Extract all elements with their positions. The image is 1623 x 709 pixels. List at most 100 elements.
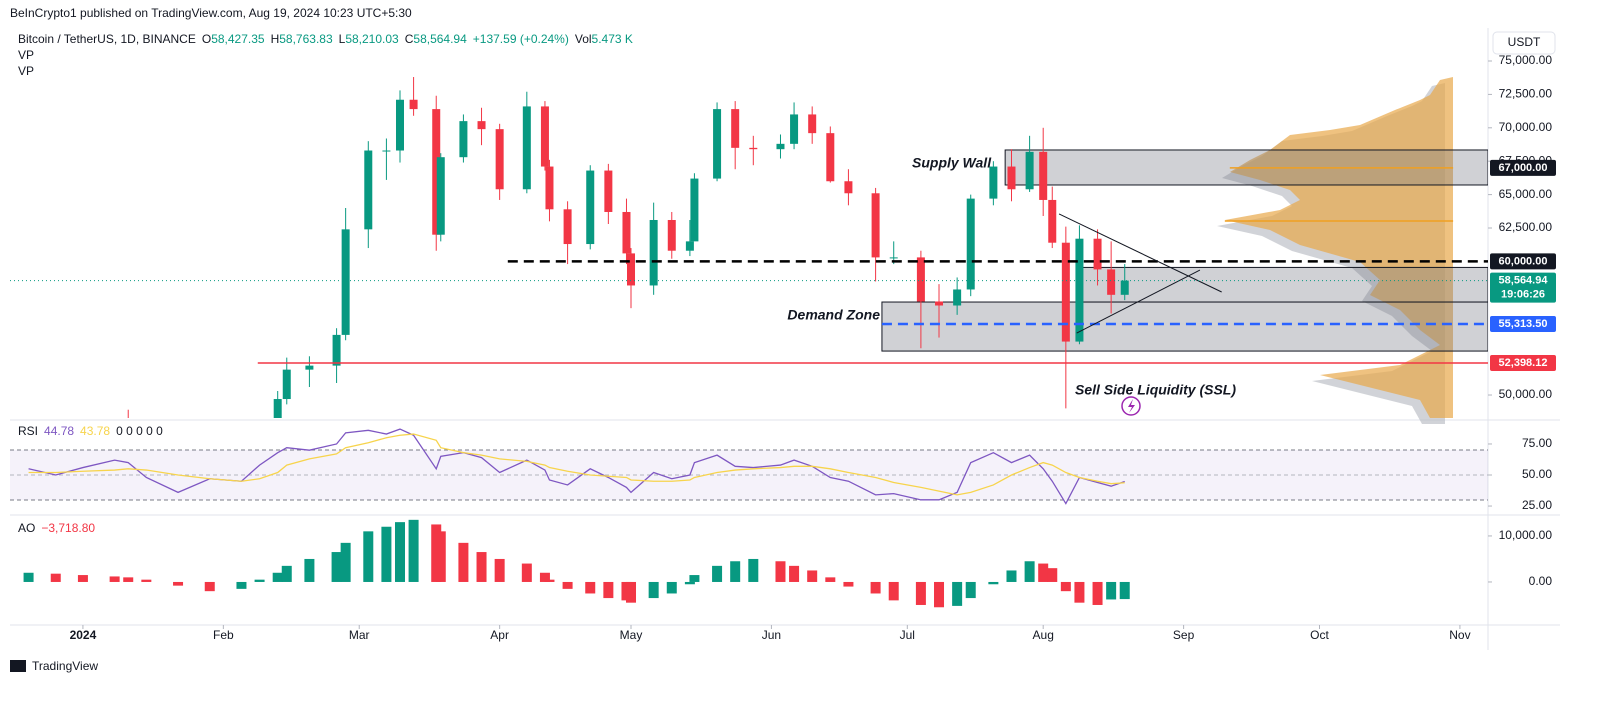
candle-body: [495, 129, 504, 190]
ohlc-key: O: [202, 32, 211, 46]
candle-body: [871, 193, 880, 258]
indicator-value: −3,718.80: [41, 521, 95, 535]
x-tick-label: Aug: [1033, 628, 1054, 642]
ao-bar: [807, 570, 818, 582]
currency-button[interactable]: [1492, 31, 1556, 55]
ao-bar: [789, 565, 800, 582]
candle-body: [966, 198, 975, 290]
candle-body: [409, 99, 418, 110]
y-tick-label: 65,000.00: [1499, 187, 1553, 201]
ao-bar: [1006, 570, 1017, 582]
candle-body: [305, 365, 314, 370]
ao-bar: [173, 581, 184, 586]
trendline: [1058, 213, 1222, 293]
candle-body: [563, 209, 572, 245]
ao-bar: [626, 581, 637, 603]
candle-body: [826, 133, 835, 182]
ohlc-key: C: [405, 32, 414, 46]
ao-bar: [748, 558, 759, 582]
x-tick-label: Sep: [1173, 628, 1195, 642]
ao-bar: [1047, 568, 1058, 582]
candle-body: [1107, 269, 1116, 295]
indicator-legend: AO −3,718.80: [18, 521, 95, 535]
indicator-line: [28, 428, 1125, 505]
price-badge-label: 55,313.50: [1499, 318, 1548, 330]
price-badge-label: 67,000.00: [1499, 162, 1548, 174]
y-tick-label: 10,000.00: [1499, 528, 1553, 542]
ao-bar: [1038, 563, 1049, 582]
ao-bar: [77, 575, 88, 582]
change: +137.59 (+0.24%): [473, 32, 569, 46]
candle-body: [808, 114, 817, 134]
indicator-name: RSI: [18, 424, 38, 438]
ao-bar: [1092, 581, 1103, 605]
x-tick-label: Apr: [490, 628, 509, 642]
ao-bar: [952, 581, 963, 606]
y-tick-label: 50,000.00: [1499, 387, 1553, 401]
candle-body: [916, 257, 925, 302]
price-badge: [1490, 159, 1556, 176]
y-tick-label: 25.00: [1522, 498, 1552, 512]
indicator: VP: [18, 64, 34, 78]
candle-body: [989, 166, 998, 199]
ao-bar: [730, 561, 741, 582]
ao-bar: [712, 565, 723, 582]
ao-bar: [394, 522, 405, 582]
ao-bar: [965, 581, 976, 599]
candle-body: [477, 121, 486, 130]
candle-body: [790, 114, 799, 144]
brand-logo: [10, 660, 26, 672]
candle-body: [432, 109, 441, 235]
candle-body: [1039, 151, 1048, 200]
ao-bar: [1060, 581, 1071, 592]
candle-body: [685, 241, 694, 251]
indicator-value: 44.78: [44, 424, 74, 438]
ao-bar: [141, 579, 152, 582]
ao-bar: [521, 563, 532, 582]
candle-body: [622, 211, 631, 254]
zone: [881, 301, 1488, 352]
ao-bar: [23, 572, 34, 582]
ohlc-key: L: [339, 32, 346, 46]
ao-bar: [494, 558, 505, 582]
ao-bar: [50, 573, 61, 582]
ao-bar: [888, 581, 899, 601]
candle-body: [1007, 166, 1016, 190]
ao-bar: [109, 576, 120, 582]
ao-bar: [272, 572, 283, 582]
ao-bar: [870, 581, 881, 594]
candle-body: [540, 106, 549, 167]
y-tick-label: 75,000.00: [1499, 53, 1553, 67]
candle-body: [713, 109, 722, 179]
ao-bar: [476, 552, 487, 582]
ohlc-value: 58,763.83: [279, 32, 333, 46]
y-tick-label: 62,500.00: [1499, 220, 1553, 234]
candle-body: [364, 150, 373, 230]
ao-bar: [684, 581, 695, 585]
candle-body: [627, 253, 636, 286]
zone: [1076, 266, 1488, 303]
price-badge: [1490, 253, 1556, 270]
price-badge-label: 52,398.12: [1499, 357, 1548, 369]
candle-body: [667, 219, 676, 251]
x-tick-label: Feb: [213, 628, 234, 642]
x-tick-label: Nov: [1449, 628, 1470, 642]
candle-body: [953, 289, 962, 306]
ohlc-value: 58,427.35: [211, 32, 265, 46]
indicator-value: 43.78: [80, 424, 110, 438]
volume-key: Vol: [575, 32, 592, 46]
candle-body: [341, 229, 350, 335]
ao-bar: [934, 581, 945, 608]
price-plot: [127, 77, 1488, 418]
ao-bar: [585, 581, 596, 594]
ao-bar: [915, 581, 926, 605]
candle-body: [649, 219, 658, 286]
candle-body: [1025, 151, 1034, 190]
candle-body: [844, 181, 853, 194]
ao-bar: [988, 581, 999, 585]
candle-body: [382, 150, 391, 152]
candle-body: [273, 399, 282, 418]
candle-body: [776, 143, 785, 150]
currency[interactable]: USDT: [1508, 35, 1541, 49]
